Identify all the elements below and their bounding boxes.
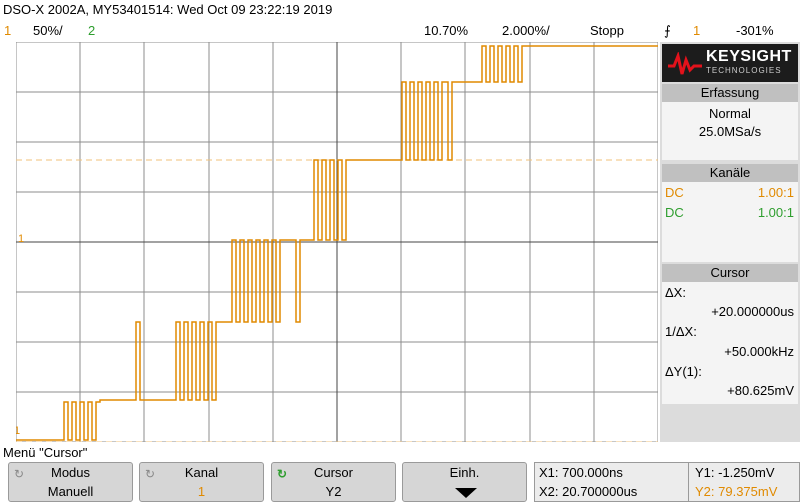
channel2-probe: 1.00:1 (757, 205, 794, 220)
channel1-probe: 1.00:1 (757, 185, 794, 200)
softkey-einheiten[interactable]: Einh. (402, 462, 527, 502)
cursor-x2-value: X2: 20.700000us (539, 484, 638, 499)
softkey-cursor-value: Y2 (325, 484, 342, 499)
softkey-modus-title: Modus (50, 465, 91, 480)
channels-box[interactable]: DC 1.00:1 DC 1.00:1 (662, 182, 798, 262)
cursor-y1-value: Y1: -1.250mV (695, 465, 775, 480)
trigger-edge-icon: ⨍ (664, 23, 671, 38)
cursor-y1-marker[interactable]: 1 (14, 425, 20, 437)
softkey-kanal-value: 1 (197, 484, 206, 499)
trigger-level[interactable]: -301% (736, 23, 774, 38)
softkey-cursor-title: Cursor (313, 465, 353, 480)
channel2-coupling: DC (665, 205, 684, 220)
cursor-values-readout: X1: 700.000ns X2: 20.700000us Y1: -1.250… (534, 462, 800, 502)
cursor-x1-value: X1: 700.000ns (539, 465, 623, 480)
rotate-knob-icon: ↻ (14, 467, 25, 481)
cursor-header: Cursor (662, 264, 798, 282)
softkey-kanal-title: Kanal (184, 465, 219, 480)
channels-header: Kanäle (662, 164, 798, 182)
center-axes (16, 42, 658, 442)
channel1-trace (16, 45, 658, 441)
delta-x-label: ΔX: (665, 285, 686, 300)
window-title: DSO-X 2002A, MY53401514: Wed Oct 09 23:2… (3, 2, 333, 17)
channel1-ground-marker[interactable]: 1 (18, 233, 24, 245)
softkey-einheiten-title: Einh. (449, 465, 480, 480)
status-bar: 1 50%/ 2 10.70% 2.000%/ Stopp ⨍ 1 -301% (0, 21, 774, 41)
logo-sub: TECHNOLOGIES (706, 66, 782, 75)
acquisition-box[interactable]: Normal 25.0MSa/s (662, 102, 798, 160)
waveform-svg: 1 1 (14, 41, 659, 443)
channel1-number[interactable]: 1 (4, 23, 12, 38)
run-state: Stopp (590, 23, 624, 38)
waveform-display[interactable]: 1 1 (14, 41, 659, 443)
menu-label: Menü "Cursor" (3, 445, 88, 460)
logo-brand: KEYSIGHT (706, 48, 792, 65)
acquisition-mode: Normal (709, 106, 751, 121)
cursor-box[interactable]: ΔX: +20.000000us 1/ΔX: +50.000kHz ΔY(1):… (662, 282, 798, 404)
time-scale[interactable]: 2.000%/ (502, 23, 550, 38)
softkey-cursor[interactable]: ↻ Cursor Y2 (271, 462, 396, 502)
inverse-delta-x-label: 1/ΔX: (665, 324, 697, 339)
cursor-y2-value: Y2: 79.375mV (695, 484, 778, 499)
softkey-modus[interactable]: ↻ Modus Manuell (8, 462, 133, 502)
sample-rate: 25.0MSa/s (698, 124, 762, 139)
rotate-knob-active-icon: ↻ (277, 467, 288, 481)
inverse-delta-x-value: +50.000kHz (724, 344, 794, 359)
keysight-logo: KEYSIGHT TECHNOLOGIES (662, 44, 798, 82)
delta-x-value: +20.000000us (711, 304, 794, 319)
channel2-number[interactable]: 2 (88, 23, 96, 38)
channel1-coupling: DC (665, 185, 684, 200)
channel1-scale[interactable]: 50%/ (33, 23, 63, 38)
rotate-knob-icon: ↻ (145, 467, 156, 481)
submenu-arrow-icon (455, 488, 477, 498)
trigger-channel[interactable]: 1 (693, 23, 701, 38)
readout-divider (688, 463, 689, 501)
keysight-wave-icon (668, 52, 702, 75)
softkey-kanal[interactable]: ↻ Kanal 1 (139, 462, 264, 502)
delta-y-value: +80.625mV (727, 383, 794, 398)
softkey-modus-value: Manuell (47, 484, 94, 499)
time-position[interactable]: 10.70% (424, 23, 469, 38)
acquisition-header: Erfassung (662, 84, 798, 102)
delta-y-label: ΔY(1): (665, 364, 702, 379)
